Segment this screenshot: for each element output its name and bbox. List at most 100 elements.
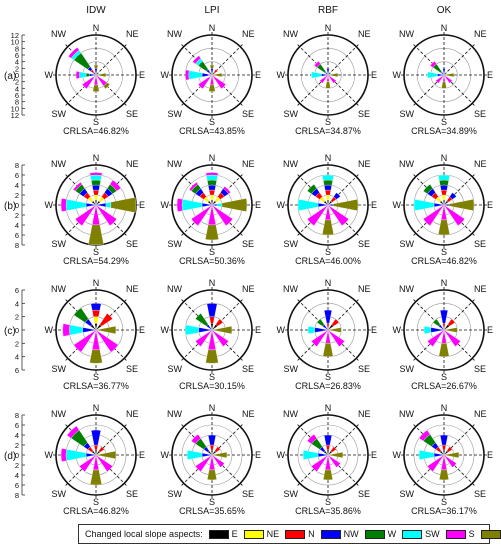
direction-label-sw: SW	[168, 364, 183, 374]
petal-n-n	[325, 444, 331, 451]
legend-label: E	[231, 529, 238, 539]
column-header-lpi: LPI	[204, 5, 219, 16]
petal-ne-n	[447, 318, 456, 327]
direction-label-e: E	[371, 70, 377, 80]
y-tick-label: 2	[15, 339, 19, 348]
petal-e-se	[327, 72, 339, 78]
petal-e-sw	[216, 202, 223, 208]
petal-w-sw	[65, 449, 87, 461]
petal-ne-s	[222, 186, 231, 195]
direction-line	[95, 43, 128, 76]
petal-n-nw	[90, 303, 102, 311]
petal-se-s	[95, 454, 113, 472]
petal-nw-s	[429, 60, 437, 68]
direction-label-nw: NW	[283, 29, 298, 39]
direction-label-w: W	[393, 325, 402, 335]
direction-label-sw: SW	[400, 109, 415, 119]
direction-label-sw: SW	[168, 489, 183, 499]
petal-sw-s	[427, 454, 445, 472]
petal-n-ne	[325, 194, 331, 201]
crlsa-value: CRLSA=34.87%	[295, 126, 361, 136]
direction-label-nw: NW	[399, 29, 414, 39]
direction-label-s: S	[441, 497, 447, 507]
petal-w-sw	[413, 199, 435, 211]
legend-label: NE	[266, 529, 280, 539]
petal-w-sw	[69, 324, 84, 336]
crlsa-value: CRLSA=50.36%	[179, 256, 245, 266]
direction-label-e: E	[139, 325, 145, 335]
y-tick-label: 12	[11, 31, 19, 40]
petal-e-se	[332, 199, 359, 211]
petal-w-s	[185, 69, 190, 81]
petal-n-sw	[322, 174, 334, 181]
direction-label-se: SE	[126, 489, 138, 499]
direction-label-ne: NE	[474, 159, 487, 169]
petal-s-se	[90, 469, 102, 486]
petal-n-nw	[208, 434, 216, 446]
legend-item-n: N	[285, 529, 315, 539]
legend-swatch	[445, 529, 466, 539]
direction-label-ne: NE	[358, 409, 371, 419]
petal-nw-w	[195, 313, 209, 327]
direction-label-w: W	[45, 450, 54, 460]
petal-nw-s	[313, 60, 321, 68]
petal-n-n	[324, 189, 332, 196]
petal-e-se	[448, 199, 475, 211]
petal-sw-s	[79, 454, 97, 472]
petal-n-w	[439, 179, 449, 186]
petal-s-se	[207, 469, 217, 481]
legend-swatch	[320, 529, 341, 539]
petal-w-sw	[427, 71, 438, 79]
row-label: (b)	[4, 201, 16, 212]
direction-label-w: W	[277, 200, 286, 210]
direction-label-nw: NW	[399, 409, 414, 419]
direction-label-n: N	[441, 23, 448, 33]
y-tick-label: 0	[15, 326, 19, 335]
legend-label: W	[387, 529, 397, 539]
direction-label-nw: NW	[51, 409, 66, 419]
direction-label-w: W	[161, 70, 170, 80]
y-tick-label: 2	[15, 461, 19, 470]
petal-e-se	[211, 72, 223, 78]
direction-label-sw: SW	[52, 364, 67, 374]
y-tick-label: 6	[15, 171, 19, 180]
crlsa-value: CRLSA=35.86%	[295, 506, 361, 516]
y-tick-label: 10	[11, 38, 19, 47]
petal-e-se	[443, 451, 460, 459]
petal-nw-s	[418, 429, 431, 442]
direction-label-s: S	[209, 372, 215, 382]
y-tick-label: 4	[15, 84, 19, 93]
y-tick-label: 6	[15, 421, 19, 430]
petal-n-nw	[440, 309, 448, 324]
petal-sw-s	[319, 74, 329, 84]
direction-label-n: N	[93, 153, 100, 163]
legend-title: Changed local slope aspects:	[85, 529, 203, 539]
y-tick-label: 2	[15, 211, 19, 220]
direction-label-ne: NE	[126, 159, 139, 169]
petal-n-n	[440, 189, 448, 196]
petal-ne-e	[95, 72, 99, 76]
direction-label-sw: SW	[168, 239, 183, 249]
y-tick-label: 0	[15, 71, 19, 80]
petal-e-se	[221, 198, 248, 212]
legend-swatch	[364, 529, 385, 539]
direction-label-sw: SW	[400, 489, 415, 499]
direction-label-w: W	[45, 325, 54, 335]
direction-label-e: E	[139, 450, 145, 460]
direction-label-n: N	[325, 153, 332, 163]
petal-n-n	[92, 189, 100, 196]
legend-item-s: S	[445, 529, 475, 539]
y-tick-label: 6	[15, 231, 19, 240]
petal-n-w	[91, 179, 101, 186]
direction-label-w: W	[393, 70, 402, 80]
direction-label-nw: NW	[167, 284, 182, 294]
direction-label-ne: NE	[358, 159, 371, 169]
petal-w-sw	[79, 71, 87, 79]
petal-s-se	[438, 342, 450, 357]
direction-label-n: N	[441, 153, 448, 163]
direction-label-sw: SW	[284, 109, 299, 119]
direction-label-se: SE	[126, 364, 138, 374]
